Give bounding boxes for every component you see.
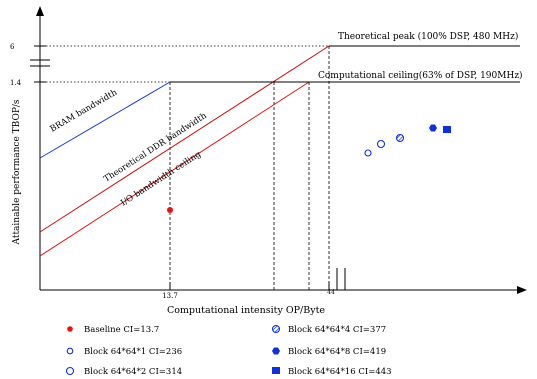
legend-label-block-16: Block 64*64*16 CI=443 (288, 367, 392, 377)
legend: Baseline CI=13.7 Block 64*64*1 CI=236 Bl… (65, 324, 392, 377)
legend-marker-block-16 (272, 367, 280, 374)
legend-item-block-8: Block 64*64*8 CI=419 (272, 347, 386, 357)
legend-item-block-4: Block 64*64*4 CI=377 (271, 324, 386, 335)
y-axis-arrow (36, 6, 44, 16)
point-block-2 (376, 139, 386, 149)
bram-label: BRAM bandwidth (48, 87, 119, 134)
point-block-4 (395, 133, 405, 143)
x-tick-label-13-7: 13.7 (162, 292, 178, 300)
y-tick-label-6: 6 (10, 43, 15, 51)
legend-marker-block-2 (65, 366, 75, 376)
legend-item-baseline: Baseline CI=13.7 (67, 325, 159, 335)
point-block-16 (443, 126, 451, 133)
io-bandwidth-line (39, 81, 310, 257)
y-axis-label: Attainable performance TBOP/s (12, 99, 22, 245)
legend-label-block-1: Block 64*64*1 CI=236 (84, 347, 182, 357)
point-block-8 (429, 124, 437, 132)
legend-marker-block-8 (272, 347, 280, 355)
point-block-1 (364, 149, 372, 157)
legend-marker-block-1 (66, 347, 74, 355)
x-tick-label-44: 44 (327, 289, 335, 296)
y-tick-label-1-4: 1.4 (10, 79, 22, 87)
legend-marker-baseline (67, 326, 73, 332)
ddr-label: Theoretical DDR bandwidth (102, 111, 209, 185)
x-axis-label: Computational intensity OP/Byte (167, 305, 325, 316)
legend-marker-block-4 (271, 324, 281, 334)
legend-label-block-2: Block 64*64*2 CI=314 (84, 367, 182, 377)
legend-item-block-1: Block 64*64*1 CI=236 (66, 347, 182, 357)
data-points (167, 124, 451, 213)
point-baseline (167, 207, 173, 213)
legend-label-block-8: Block 64*64*8 CI=419 (288, 347, 386, 357)
dsp-ceiling-label: Computational ceiling(63% of DSP, 190MHz… (318, 70, 523, 81)
axes (30, 6, 527, 294)
legend-label-block-4: Block 64*64*4 CI=377 (288, 325, 386, 335)
peak-label: Theoretical peak (100% DSP, 480 MHz) (338, 31, 518, 42)
x-axis-arrow (517, 286, 527, 294)
legend-item-block-2: Block 64*64*2 CI=314 (65, 366, 182, 377)
legend-label-baseline: Baseline CI=13.7 (84, 325, 159, 335)
legend-item-block-16: Block 64*64*16 CI=443 (272, 367, 392, 377)
